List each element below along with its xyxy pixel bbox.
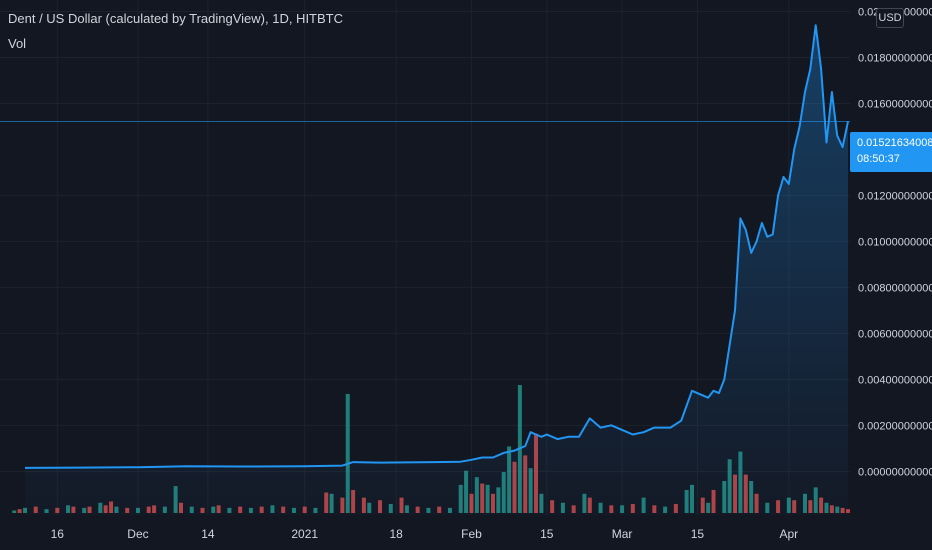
x-tick-label: Dec (127, 527, 148, 541)
y-tick-label: 0.01800000000 (858, 52, 932, 64)
x-axis[interactable]: 16 Dec 14 2021 18 Feb 15 Mar 15 Apr (51, 527, 799, 541)
volume-bar (12, 510, 17, 513)
last-price-value: 0.01521634008 (857, 137, 932, 149)
currency-button[interactable]: USD (876, 8, 904, 28)
volume-bar (17, 509, 22, 513)
volume-bar (345, 393, 350, 513)
x-tick-label: Apr (779, 527, 798, 541)
price-area (25, 25, 848, 516)
x-tick-label: Feb (461, 527, 482, 541)
y-tick-label: 0.00800000000 (858, 282, 932, 294)
price-line-path (24, 24, 849, 469)
y-tick-label: 0.00400000000 (858, 374, 932, 386)
y-tick-label: 0.01000000000 (858, 236, 932, 248)
x-tick-label: Mar (612, 527, 633, 541)
x-tick-label: 14 (201, 527, 215, 541)
x-tick-label: 15 (540, 527, 554, 541)
y-tick-label: 0.00000000000 (858, 466, 932, 478)
chart-title: Dent / US Dollar (calculated by TradingV… (8, 11, 343, 26)
y-tick-label: 0.01200000000 (858, 190, 932, 202)
x-tick-label: 16 (51, 527, 65, 541)
bar-countdown: 08:50:37 (857, 153, 900, 165)
y-tick-label: 0.00600000000 (858, 328, 932, 340)
y-tick-label: 0.01600000000 (858, 98, 932, 110)
y-axis[interactable]: 0.00000000000 0.00200000000 0.00400000000 0… (858, 6, 932, 478)
x-tick-label: 2021 (291, 527, 318, 541)
y-tick-label: 0.00200000000 (858, 420, 932, 432)
x-tick-label: 15 (691, 527, 705, 541)
last-price-tag: 0.01521634008 08:50:37 (850, 132, 932, 172)
volume-legend-label: Vol (8, 36, 27, 51)
x-tick-label: 18 (389, 527, 403, 541)
price-area-fill (25, 25, 848, 516)
price-line (24, 24, 849, 469)
